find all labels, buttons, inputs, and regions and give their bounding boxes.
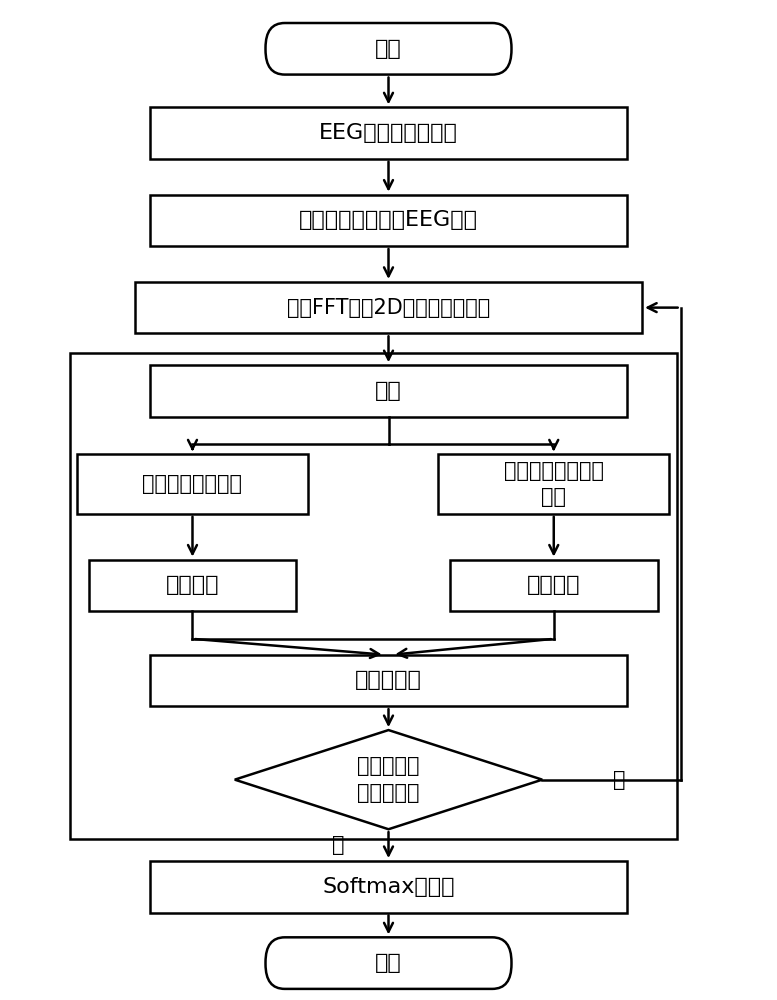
- Text: 输入: 输入: [375, 381, 402, 401]
- FancyBboxPatch shape: [266, 937, 511, 989]
- Text: 新全连接层: 新全连接层: [355, 670, 422, 690]
- Bar: [150, 365, 627, 417]
- Text: 开始: 开始: [375, 39, 402, 59]
- Bar: [89, 560, 296, 611]
- Text: 时间卷积神经网络: 时间卷积神经网络: [142, 474, 242, 494]
- Polygon shape: [235, 730, 542, 829]
- Text: 全连接层: 全连接层: [166, 575, 219, 595]
- Bar: [450, 560, 657, 611]
- Text: 是: 是: [333, 835, 345, 855]
- Text: 基于重叠切割处理EEG数据: 基于重叠切割处理EEG数据: [299, 210, 478, 230]
- Bar: [69, 353, 677, 839]
- Text: 多重卷积卷积神经
网络: 多重卷积卷积神经 网络: [503, 461, 604, 507]
- Text: 否: 否: [613, 770, 625, 790]
- Bar: [150, 861, 627, 913]
- Text: EEG通道数据预处理: EEG通道数据预处理: [319, 123, 458, 143]
- Bar: [150, 107, 627, 159]
- Bar: [438, 454, 669, 514]
- Text: 基于FFT生成2D脑电特征分布图: 基于FFT生成2D脑电特征分布图: [287, 298, 490, 318]
- Bar: [77, 454, 308, 514]
- Text: Softmax分类器: Softmax分类器: [322, 877, 455, 897]
- Bar: [150, 195, 627, 246]
- Text: 全连接层: 全连接层: [527, 575, 580, 595]
- Text: 结束: 结束: [375, 953, 402, 973]
- Text: 是否达到最
大迭代次数: 是否达到最 大迭代次数: [357, 756, 420, 803]
- Bar: [150, 655, 627, 706]
- FancyBboxPatch shape: [266, 23, 511, 75]
- Bar: [135, 282, 642, 333]
